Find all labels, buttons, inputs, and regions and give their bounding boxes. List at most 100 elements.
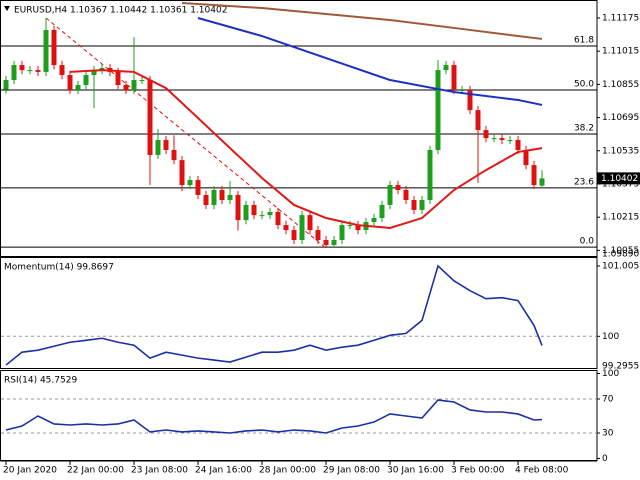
candle-body [27, 70, 33, 72]
y-tick-label: 1.11175 [602, 13, 639, 23]
candle-body [179, 160, 185, 186]
x-tick-label: 28 Jan 00:00 [259, 466, 316, 476]
candle-body [299, 215, 305, 241]
candle-body [91, 70, 97, 76]
candle-body [203, 194, 209, 205]
candle-body [323, 240, 329, 246]
candle-body [123, 85, 129, 90]
candle-body [195, 180, 201, 195]
candle-body [507, 139, 513, 141]
candle-body [35, 70, 41, 72]
candle-body [283, 225, 289, 231]
candle-body [467, 89, 473, 111]
candle-body [51, 30, 57, 66]
candle-body [531, 165, 537, 186]
x-tick-label: 23 Jan 08:00 [131, 466, 188, 476]
candle-body [411, 199, 417, 210]
candle-body [227, 194, 233, 200]
panel-frame [0, 370, 598, 461]
panel-title: Momentum(14) 99.8697 [4, 263, 114, 273]
candle-body [243, 204, 249, 221]
x-tick-label: 29 Jan 08:00 [323, 466, 380, 476]
candle-body [67, 75, 73, 90]
y-tick-label: 1.11015 [602, 47, 639, 57]
candle-body [307, 215, 313, 231]
candle-body [171, 149, 177, 161]
y-tick-label: 101.0057 [602, 261, 640, 271]
candle-body [259, 215, 265, 217]
last-price: 1.10402 [601, 174, 638, 184]
panel-frame [0, 257, 598, 369]
candle-body [3, 80, 9, 90]
candle-body [339, 225, 345, 241]
candle-body [491, 138, 497, 140]
scale-bottom-label: 99.2955 [602, 362, 639, 372]
y-tick-label: 0 [602, 454, 608, 464]
candle-body [275, 212, 281, 226]
moving-average [181, 2, 543, 40]
candle-body [331, 240, 337, 246]
y-tick-label: 1.10055 [602, 246, 639, 256]
candle-body [451, 65, 457, 90]
last-price-box [597, 172, 640, 185]
candle-body [235, 194, 241, 221]
candle-body [475, 110, 481, 131]
candle-body [291, 230, 297, 241]
y-tick-label: 1.10215 [602, 213, 639, 223]
candle-body [315, 230, 321, 241]
y-tick-label: 100 [602, 369, 619, 379]
x-tick-label: 20 Jan 2020 [3, 466, 57, 476]
indicator-line [5, 264, 543, 366]
candle-body [371, 218, 377, 222]
candle-body [267, 212, 273, 216]
candle-body [539, 178, 545, 186]
candle-body [155, 139, 161, 155]
y-tick-label: 1.10855 [602, 80, 639, 90]
candle-body [483, 130, 489, 139]
fibo-label: 61.8 [574, 35, 594, 45]
candle-body [395, 185, 401, 191]
x-tick-label: 30 Jan 16:00 [387, 466, 444, 476]
candle-body [219, 190, 225, 200]
candle-body [355, 225, 361, 231]
y-tick-label: 30 [602, 428, 614, 438]
candle-body [523, 149, 529, 166]
candle-body [435, 70, 441, 150]
candle-body [163, 139, 169, 150]
fibo-label: 0.0 [580, 237, 595, 247]
candle-body [131, 80, 137, 90]
y-tick-label: 1.10535 [602, 146, 639, 156]
candle-body [347, 225, 353, 227]
candle-body [115, 71, 121, 86]
candle-body [459, 89, 465, 91]
trend-line [45, 17, 327, 249]
candle-body [139, 80, 145, 82]
candle-body [443, 65, 449, 71]
candle-body [419, 199, 425, 210]
candle-body [251, 204, 257, 216]
candle-body [403, 190, 409, 200]
candle-body [499, 138, 505, 140]
y-tick-label: 100 [602, 332, 619, 342]
candle-body [19, 65, 25, 71]
x-tick-label: 4 Feb 08:00 [515, 466, 569, 476]
panel-frame [0, 0, 598, 257]
candle-body [43, 30, 49, 72]
fibo-label: 23.6 [574, 177, 594, 187]
candle-body [11, 65, 17, 81]
candle-body [187, 180, 193, 186]
fibo-label: 50.0 [574, 79, 594, 89]
candle-body [387, 185, 393, 205]
candle-body [147, 80, 153, 155]
panel-title: RSI(14) 45.7529 [4, 376, 77, 386]
x-tick-label: 3 Feb 00:00 [451, 466, 505, 476]
y-tick-label: 70 [602, 395, 614, 405]
x-tick-label: 24 Jan 16:00 [195, 466, 252, 476]
candle-body [427, 149, 433, 200]
y-tick-label: 1.10375 [602, 179, 639, 189]
scale-bottom-label: 1.09890 [602, 250, 639, 260]
panel-title: EURUSD,H4 1.10367 1.10442 1.10361 1.1040… [14, 6, 227, 16]
candle-body [99, 67, 105, 71]
candle-body [379, 204, 385, 219]
